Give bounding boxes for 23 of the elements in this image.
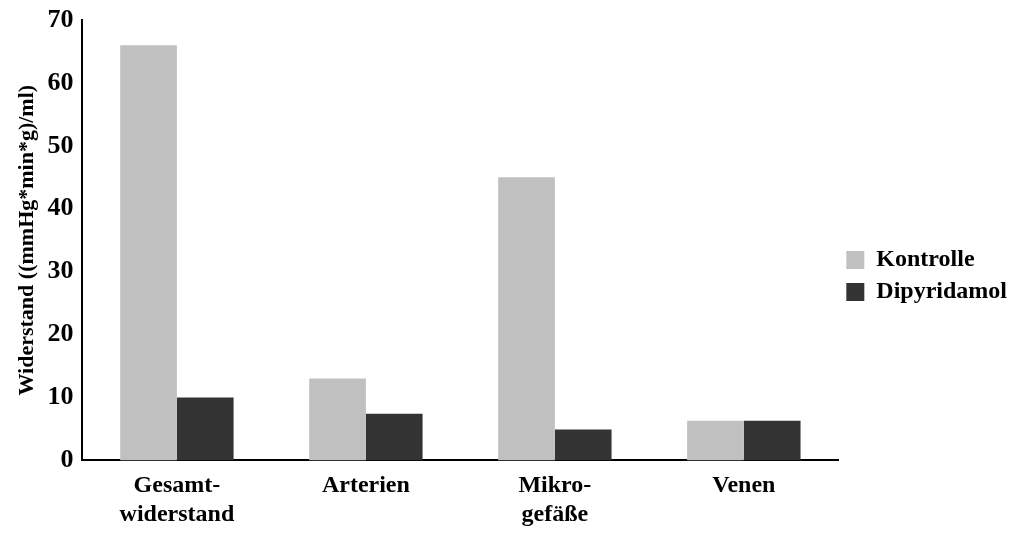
y-axis-title: Widerstand ((mmHg*min*g)/ml): [12, 84, 38, 396]
legend-label: Dipyridamol: [876, 277, 1008, 304]
bar: [120, 45, 177, 461]
y-tick-label: 70: [47, 3, 74, 33]
bar: [498, 177, 555, 461]
y-tick-label: 60: [47, 66, 74, 96]
y-tick-label: 20: [47, 318, 74, 348]
y-tick-label: 50: [47, 129, 74, 159]
bar: [365, 413, 423, 461]
y-tick-label: 10: [47, 381, 74, 411]
bar: [309, 378, 366, 461]
y-tick-label: 40: [47, 192, 74, 222]
bar: [176, 397, 234, 461]
x-tick-label: Arterien: [321, 471, 410, 497]
legend-label: Kontrolle: [876, 245, 975, 272]
x-tick-label: Venen: [712, 471, 776, 497]
y-tick-label: 30: [47, 255, 74, 285]
bar: [743, 420, 801, 461]
bar: [554, 429, 612, 461]
y-tick-label: 0: [60, 444, 74, 474]
x-tick-label: Mikro-gefäße: [518, 471, 592, 526]
x-tick-label: Gesamt-widerstand: [119, 471, 235, 526]
bar: [687, 420, 744, 461]
